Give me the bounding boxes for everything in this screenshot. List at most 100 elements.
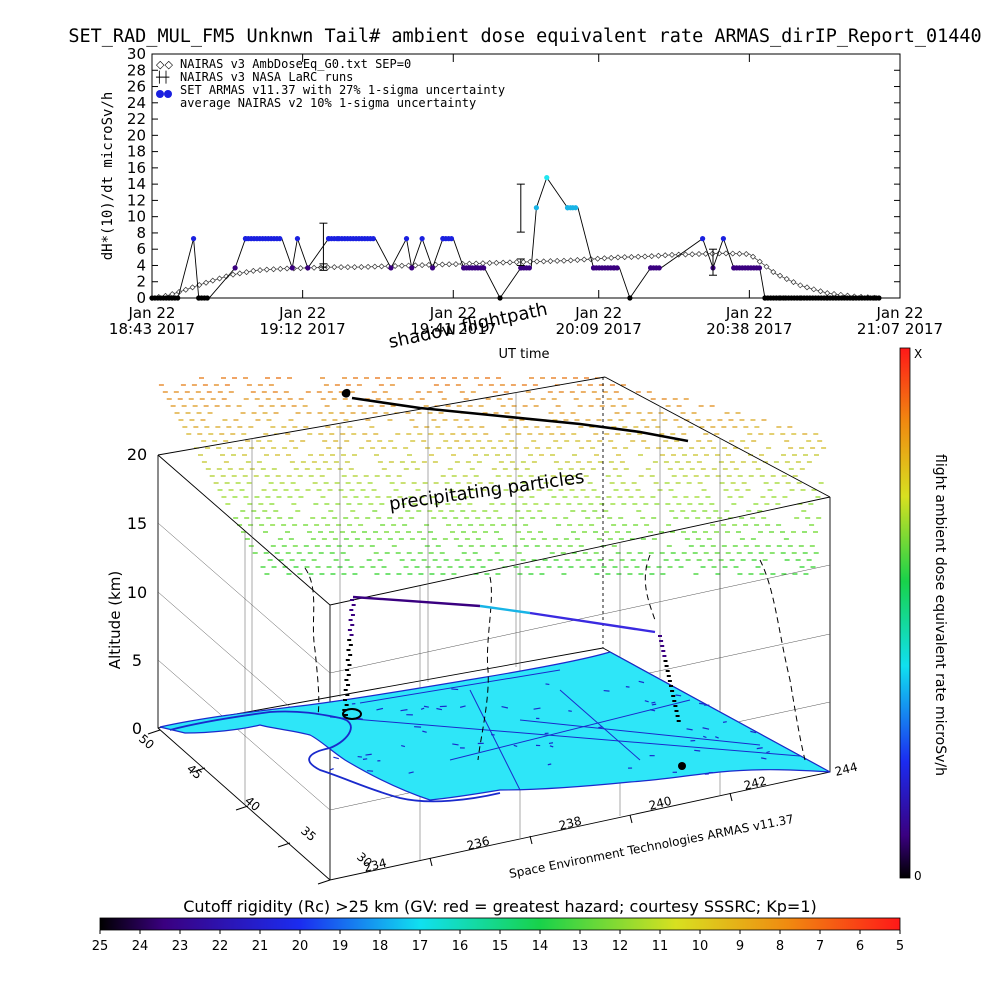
nairas-diamond-marker bbox=[554, 257, 561, 264]
terrain-fleck bbox=[651, 701, 656, 704]
nairas-diamond-marker bbox=[338, 264, 345, 271]
nairas-diamond-marker bbox=[635, 253, 642, 260]
nairas-diamond-marker bbox=[263, 266, 270, 273]
rigidity-tick-label: 8 bbox=[776, 939, 784, 954]
z-tick: 5 bbox=[132, 651, 142, 670]
armas-data-point bbox=[656, 265, 662, 271]
nairas-diamond-marker bbox=[824, 290, 831, 297]
x-tick-label: Jan 22 bbox=[128, 304, 176, 322]
y-tick-label: 14 bbox=[127, 175, 146, 193]
y-tick-label: 24 bbox=[127, 94, 146, 112]
nairas-diamond-marker bbox=[297, 265, 304, 272]
terrain-fleck bbox=[651, 703, 657, 706]
nairas-diamond-marker bbox=[466, 260, 473, 267]
armas-data-point bbox=[419, 236, 425, 242]
nairas-diamond-marker bbox=[682, 251, 689, 258]
nairas-diamond-marker bbox=[668, 251, 675, 258]
armas-data-point bbox=[370, 236, 376, 242]
terrain-fleck bbox=[756, 747, 763, 750]
terrain-fleck bbox=[568, 710, 572, 712]
nairas-diamond-marker bbox=[533, 258, 540, 265]
ground-map bbox=[159, 651, 831, 803]
x-tick-label: 20:38 2017 bbox=[706, 320, 792, 338]
y-tick-label: 6 bbox=[136, 240, 146, 258]
terrain-fleck bbox=[401, 744, 406, 748]
plot-frame bbox=[151, 53, 901, 299]
armas-data-point bbox=[448, 236, 455, 242]
terrain-fleck bbox=[598, 726, 603, 729]
nairas-diamond-marker bbox=[203, 279, 210, 286]
terrain-fleck bbox=[766, 750, 770, 754]
terrain-fleck bbox=[357, 755, 362, 758]
armas-data-point bbox=[190, 236, 197, 242]
terrain-fleck bbox=[452, 743, 459, 746]
nairas-diamond-marker bbox=[594, 255, 601, 262]
armas-data-point bbox=[497, 295, 503, 301]
rigidity-tick-label: 19 bbox=[332, 939, 349, 954]
nairas-diamond-marker bbox=[648, 253, 655, 260]
z-tick: 15 bbox=[127, 514, 147, 533]
nairas-diamond-marker bbox=[223, 273, 230, 280]
rigidity-tick-label: 9 bbox=[736, 939, 744, 954]
terrain-fleck bbox=[703, 735, 707, 739]
rigidity-tick-label: 18 bbox=[372, 939, 389, 954]
armas-flight-track bbox=[352, 595, 656, 634]
rigidity-colorbar-title: Cutoff rigidity (Rc) >25 km (GV: red = g… bbox=[183, 897, 817, 916]
flight-track-segment bbox=[529, 611, 656, 634]
armas-data-point bbox=[305, 265, 311, 271]
armas-data-point bbox=[627, 295, 633, 301]
rigidity-tick-label: 20 bbox=[292, 939, 309, 954]
nairas-diamond-marker bbox=[473, 260, 480, 267]
nairas-diamond-marker bbox=[412, 262, 419, 269]
rigidity-tick-label: 13 bbox=[572, 939, 589, 954]
nairas-diamond-marker bbox=[439, 261, 446, 268]
nairas-diamond-marker bbox=[243, 269, 250, 276]
nairas-diamond-marker bbox=[176, 288, 183, 295]
nairas-diamond-marker bbox=[182, 286, 189, 293]
rigidity-tick-label: 23 bbox=[172, 939, 189, 954]
terrain-fleck bbox=[761, 757, 767, 760]
airport-marker bbox=[342, 708, 362, 720]
nairas-diamond-marker bbox=[419, 262, 426, 269]
terrain-fleck bbox=[547, 763, 552, 766]
nairas-diamond-marker bbox=[236, 270, 243, 277]
y-tick-label: 8 bbox=[136, 224, 146, 242]
nairas-diamond-marker bbox=[500, 259, 507, 266]
lat-tick: 35 bbox=[298, 824, 319, 845]
legend-symbol-dot bbox=[164, 90, 172, 98]
nairas-diamond-marker bbox=[695, 251, 702, 258]
nairas-diamond-marker bbox=[270, 266, 277, 273]
armas-data-point bbox=[614, 265, 620, 271]
terrain-fleck bbox=[330, 768, 334, 771]
nairas-diamond-marker bbox=[628, 253, 635, 260]
nairas-diamond-marker bbox=[311, 264, 318, 271]
nairas-diamond-marker bbox=[614, 254, 621, 261]
nairas-diamond-marker bbox=[709, 250, 716, 257]
x-axis-label: UT time bbox=[499, 347, 550, 362]
nairas-diamond-marker bbox=[743, 250, 750, 257]
y-tick-label: 16 bbox=[127, 159, 146, 177]
terrain-fleck bbox=[649, 709, 656, 712]
terrain-fleck bbox=[675, 694, 682, 697]
terrain-fleck bbox=[365, 753, 372, 756]
armas-data-point bbox=[403, 236, 410, 242]
legend-label-nasa-larc: NAIRAS v3 NASA LaRC runs bbox=[180, 70, 353, 84]
armas-data-point bbox=[481, 265, 487, 271]
nairas-diamond-marker bbox=[344, 264, 351, 271]
nairas-diamond-marker bbox=[763, 263, 770, 270]
shadow-flightpath bbox=[341, 388, 689, 443]
map-terrain-flecks bbox=[330, 680, 770, 775]
nairas-diamond-marker bbox=[641, 253, 648, 260]
armas-data-point bbox=[232, 265, 238, 271]
terrain-fleck bbox=[376, 707, 384, 711]
rigidity-tick-label: 17 bbox=[412, 939, 429, 954]
rigidity-tick-label: 12 bbox=[612, 939, 629, 954]
lon-tick: 236 bbox=[465, 834, 491, 853]
legend-symbol-diamond: ◇◇ bbox=[156, 58, 173, 71]
terrain-fleck bbox=[715, 736, 719, 739]
nairas-diamond-marker bbox=[783, 275, 790, 282]
dose-colorbar-min: 0 bbox=[914, 869, 922, 883]
armas-data-point bbox=[526, 265, 532, 271]
terrain-fleck bbox=[420, 707, 425, 710]
